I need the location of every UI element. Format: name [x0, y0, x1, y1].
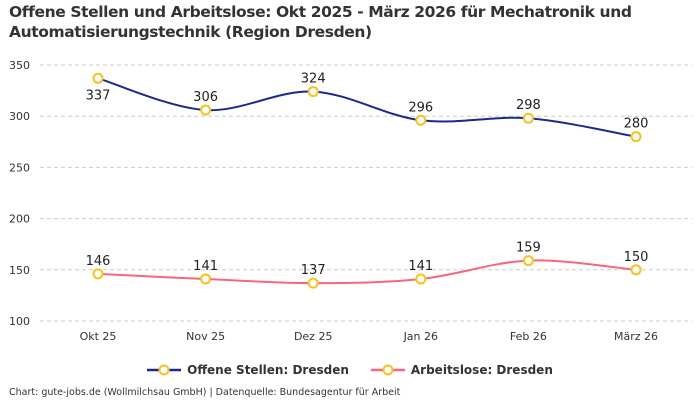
legend-line-marker-icon — [147, 364, 182, 376]
legend-item-arbeitslose[interactable]: Arbeitslose: Dresden — [370, 363, 553, 377]
x-tick-label: Okt 25 — [80, 330, 117, 343]
data-label: 141 — [408, 259, 433, 274]
data-label: 296 — [408, 100, 433, 115]
legend-label: Offene Stellen: Dresden — [187, 363, 349, 377]
data-label: 324 — [301, 72, 326, 87]
legend-line-marker-icon — [370, 364, 405, 376]
data-point — [522, 112, 534, 124]
legend-item-offene-stellen[interactable]: Offene Stellen: Dresden — [147, 363, 349, 377]
legend-label: Arbeitslose: Dresden — [410, 363, 553, 377]
x-tick-label: März 26 — [614, 330, 658, 343]
x-tick-label: Feb 26 — [510, 330, 547, 343]
data-label: 306 — [193, 90, 218, 105]
chart-title: Offene Stellen und Arbeitslose: Okt 2025… — [9, 3, 632, 41]
data-point — [415, 114, 427, 126]
data-point — [200, 273, 212, 285]
data-point — [92, 72, 104, 84]
y-tick-label: 300 — [9, 110, 30, 123]
y-tick-label: 100 — [9, 315, 30, 328]
data-point — [415, 273, 427, 285]
data-label: 146 — [86, 254, 111, 269]
data-label: 141 — [193, 259, 218, 274]
data-point — [92, 268, 104, 280]
data-point — [200, 104, 212, 116]
line-chart: 100 150 200 250 300 350 Okt 25 Nov 25 Dez 25 Jan … — [9, 59, 692, 343]
legend: Offene Stellen: Dresden Arbeitslose: Dre… — [0, 363, 700, 377]
data-point — [522, 255, 534, 267]
data-label: 159 — [516, 241, 541, 256]
data-label: 280 — [624, 117, 649, 132]
series-line-0 — [97, 77, 637, 138]
data-label: 337 — [86, 88, 111, 103]
data-point — [307, 86, 319, 98]
y-tick-label: 150 — [9, 264, 30, 277]
data-point — [630, 264, 642, 276]
x-tick-label: Dez 25 — [294, 330, 333, 343]
data-label: 150 — [624, 250, 649, 265]
y-tick-label: 250 — [9, 161, 30, 174]
data-point — [307, 277, 319, 289]
series-line-1 — [97, 259, 637, 285]
x-tick-label: Nov 25 — [186, 330, 225, 343]
data-label: 137 — [301, 263, 326, 278]
x-tick-label: Jan 26 — [403, 330, 438, 343]
y-tick-label: 350 — [9, 59, 30, 72]
footer-source: Chart: gute-jobs.de (Wollmilchsau GmbH) … — [9, 387, 401, 398]
data-point — [630, 131, 642, 143]
data-label: 298 — [516, 98, 541, 113]
y-tick-label: 200 — [9, 213, 30, 226]
